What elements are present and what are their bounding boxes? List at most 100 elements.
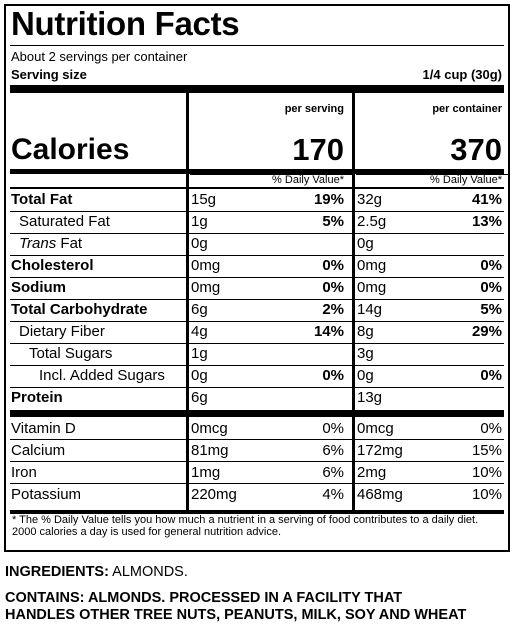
column-divider-left (186, 92, 189, 510)
micronutrient-dv1: 6% (322, 442, 344, 459)
micronutrient-dv2: 15% (471, 442, 502, 459)
ingredients-value: ALMONDS. (108, 564, 188, 580)
nutrient-name-text: Protein (11, 389, 63, 406)
allergen-statement: CONTAINS: ALMONDS. PROCESSED IN A FACILI… (5, 590, 466, 624)
nutrient-dv1: 19% (313, 191, 344, 208)
dv-heading-line-left (190, 174, 352, 175)
micronutrient-name: Potassium (11, 486, 82, 503)
micronutrient-amt1: 81mg (191, 442, 229, 459)
micronutrient-dv2: 10% (471, 486, 502, 503)
nutrient-name: Dietary Fiber (19, 323, 105, 340)
micronutrient-name: Iron (11, 464, 37, 481)
nutrient-name: Total Fat (11, 191, 72, 208)
micronutrient-amt2: 0mcg (357, 420, 394, 437)
nutrient-dv1: 0% (322, 257, 344, 274)
micronutrient-name: Vitamin D (11, 420, 76, 437)
nutrient-dv2: 0% (480, 257, 502, 274)
footnote: * The % Daily Value tells you how much a… (12, 514, 479, 538)
nutrient-dv1: 14% (313, 323, 344, 340)
nutrient-name-text: Sodium (11, 279, 66, 296)
column-divider-right (352, 92, 355, 510)
dv-heading-line-right (356, 174, 508, 175)
nutrient-amt2: 14g (357, 301, 383, 318)
micronutrient-dv1: 6% (322, 464, 344, 481)
calories-per-container: 370 (450, 132, 502, 167)
row-divider (10, 343, 504, 344)
dv-heading-container: % Daily Value* (430, 174, 502, 186)
nutrient-name: Incl. Added Sugars (39, 367, 165, 384)
nutrient-amt2: 0mg (357, 279, 387, 296)
nutrient-name: Cholesterol (11, 257, 94, 274)
nutrient-name: Total Sugars (29, 345, 112, 362)
row-divider (10, 211, 504, 212)
nutrient-dv2: 0% (480, 279, 502, 296)
nutrient-amt1: 0mg (191, 279, 221, 296)
row-divider (10, 365, 504, 366)
nutrition-facts-panel: Nutrition Facts About 2 servings per con… (4, 4, 510, 552)
nutrients-top-rule (10, 187, 504, 189)
nutrient-name-text: Total Sugars (29, 345, 113, 362)
micronutrient-name: Calcium (11, 442, 66, 459)
row-divider (10, 461, 504, 462)
micronutrient-amt2: 172mg (357, 442, 403, 459)
nutrient-name: Protein (11, 389, 63, 406)
nutrient-amt2: 13g (357, 389, 383, 406)
nutrient-amt2: 0mg (357, 257, 387, 274)
title-divider (10, 45, 504, 46)
serving-size-value: 1/4 cup (30g) (422, 67, 502, 82)
nutrient-amt1: 15g (191, 191, 217, 208)
nutrient-dv2: 41% (471, 191, 502, 208)
nutrient-dv1: 0% (322, 367, 344, 384)
nutrient-amt2: 0g (357, 235, 374, 252)
nutrient-name-text: Cholesterol (11, 257, 94, 274)
calories-per-serving: 170 (292, 132, 344, 167)
micronutrient-dv1: 4% (322, 486, 344, 503)
serving-size-label: Serving size (11, 67, 87, 82)
nutrient-dv2: 13% (471, 213, 502, 230)
nutrient-name-italic: Trans (19, 235, 57, 252)
nutrient-amt1: 0g (191, 235, 208, 252)
row-divider (10, 299, 504, 300)
dv-heading-serving: % Daily Value* (272, 174, 344, 186)
nutrient-amt1: 0mg (191, 257, 221, 274)
footnote-divider (10, 510, 504, 514)
thick-divider-top (10, 85, 504, 93)
nutrient-dv1: 0% (322, 279, 344, 296)
nutrient-name: Trans Fat (19, 235, 82, 252)
calories-label: Calories (11, 133, 130, 166)
nutrient-name-text: Fat (56, 235, 83, 252)
ingredients-label: INGREDIENTS: (5, 564, 109, 580)
micronutrient-amt1: 1mg (191, 464, 221, 481)
row-divider (10, 233, 504, 234)
nutrient-name: Saturated Fat (19, 213, 110, 230)
nutrient-name-text: Saturated Fat (19, 213, 110, 230)
nutrient-name-text: Incl. Added Sugars (39, 367, 165, 384)
nutrient-name-text: Total Carbohydrate (11, 301, 148, 318)
nutrient-amt1: 6g (191, 389, 208, 406)
nutrient-amt2: 8g (357, 323, 374, 340)
nutrient-name-text: Dietary Fiber (19, 323, 105, 340)
row-divider (10, 387, 504, 388)
nutrient-amt1: 6g (191, 301, 208, 318)
nutrient-name: Sodium (11, 279, 66, 296)
nutrient-dv1: 2% (322, 301, 344, 318)
micronutrient-amt1: 0mcg (191, 420, 228, 437)
micronutrient-dv2: 0% (480, 420, 502, 437)
nutrient-dv2: 0% (480, 367, 502, 384)
per-container-heading: per container (432, 103, 502, 115)
nutrient-amt1: 1g (191, 213, 208, 230)
nutrient-amt2: 3g (357, 345, 374, 362)
nutrient-amt2: 32g (357, 191, 383, 208)
micronutrient-amt1: 220mg (191, 486, 237, 503)
nutrient-dv1: 5% (322, 213, 344, 230)
nutrient-amt1: 0g (191, 367, 208, 384)
micronutrient-amt2: 468mg (357, 486, 403, 503)
row-divider (10, 277, 504, 278)
panel-title: Nutrition Facts (11, 5, 240, 42)
allergen-line-2: HANDLES OTHER TREE NUTS, PEANUTS, MILK, … (5, 607, 467, 623)
nutrient-amt1: 1g (191, 345, 208, 362)
servings-per-container: About 2 servings per container (11, 49, 188, 64)
row-divider (10, 255, 504, 256)
nutrient-dv2: 5% (480, 301, 502, 318)
nutrient-name-text: Total Fat (11, 191, 73, 208)
